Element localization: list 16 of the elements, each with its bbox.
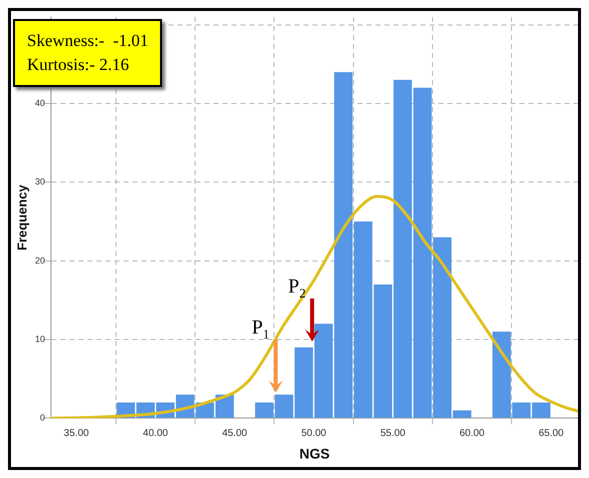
x-tick-label: 35.00 [64,428,90,439]
y-tick-label: 0 [40,412,45,423]
annotation: Skewness:- -1.01 [27,30,148,52]
x-axis-title: NGS [299,445,330,462]
x-tick-label: 55.00 [380,428,406,439]
y-axis-title: Frequency [14,184,30,250]
x-tick-label: 65.00 [538,428,564,439]
y-tick-label: 20 [34,255,45,266]
x-tick-label: 60.00 [459,428,485,439]
x-tick-label: 40.00 [142,428,168,439]
x-tick-label: 50.00 [301,428,327,439]
annotation: Kurtosis:- 2.16 [27,54,130,76]
y-tick-label: 10 [34,334,45,344]
y-tick-label: 30 [34,176,45,187]
y-tick-label: 40 [34,98,45,108]
x-tick-label: 45.00 [222,428,248,439]
